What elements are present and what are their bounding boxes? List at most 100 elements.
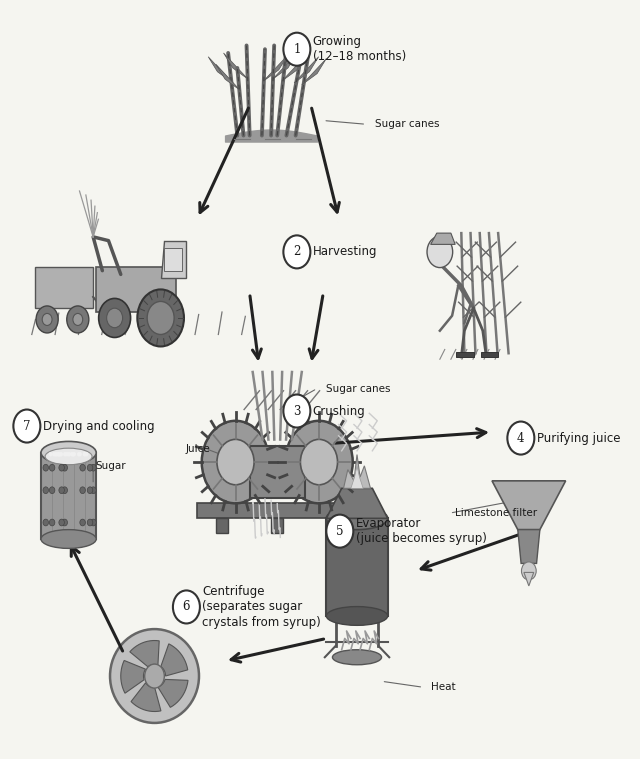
- Circle shape: [62, 487, 67, 493]
- Polygon shape: [456, 351, 474, 357]
- Polygon shape: [518, 530, 540, 563]
- Circle shape: [60, 452, 63, 456]
- Text: 6: 6: [182, 600, 190, 613]
- Polygon shape: [282, 55, 307, 81]
- Text: 1: 1: [293, 43, 301, 55]
- Ellipse shape: [110, 629, 199, 723]
- Polygon shape: [524, 572, 534, 586]
- Text: Crushing: Crushing: [313, 405, 365, 417]
- Circle shape: [508, 421, 534, 455]
- Polygon shape: [326, 518, 339, 534]
- Polygon shape: [198, 503, 357, 518]
- Circle shape: [67, 452, 70, 456]
- Ellipse shape: [45, 448, 92, 465]
- Circle shape: [173, 591, 200, 623]
- Polygon shape: [158, 679, 188, 707]
- Text: Centrifuge
(separates sugar
crystals from syrup): Centrifuge (separates sugar crystals fro…: [202, 585, 321, 629]
- Circle shape: [83, 452, 86, 456]
- Circle shape: [52, 452, 56, 456]
- Polygon shape: [344, 455, 371, 488]
- Text: 4: 4: [517, 432, 525, 445]
- Text: Sugar canes: Sugar canes: [326, 383, 391, 393]
- Circle shape: [68, 452, 71, 456]
- Circle shape: [217, 439, 254, 485]
- Circle shape: [284, 235, 310, 269]
- Circle shape: [87, 487, 93, 493]
- Circle shape: [70, 452, 74, 456]
- Circle shape: [78, 452, 82, 456]
- Polygon shape: [250, 446, 305, 498]
- Text: 3: 3: [293, 405, 301, 417]
- Circle shape: [67, 306, 89, 333]
- Circle shape: [87, 519, 93, 526]
- Text: 7: 7: [23, 420, 31, 433]
- Polygon shape: [302, 58, 326, 85]
- Circle shape: [87, 465, 93, 471]
- Text: 2: 2: [293, 245, 301, 258]
- Circle shape: [59, 487, 65, 493]
- Circle shape: [13, 410, 40, 442]
- Circle shape: [91, 487, 96, 493]
- Polygon shape: [208, 57, 233, 83]
- Polygon shape: [35, 267, 93, 308]
- Text: Evaporator
(juice becomes syrup): Evaporator (juice becomes syrup): [356, 517, 486, 546]
- Circle shape: [49, 487, 55, 493]
- Circle shape: [49, 465, 55, 471]
- Circle shape: [427, 236, 452, 268]
- Ellipse shape: [332, 650, 381, 665]
- Polygon shape: [96, 267, 176, 312]
- Polygon shape: [264, 55, 288, 81]
- Polygon shape: [492, 481, 566, 530]
- Circle shape: [58, 452, 61, 456]
- Polygon shape: [216, 518, 228, 534]
- Circle shape: [57, 452, 60, 456]
- Circle shape: [84, 452, 88, 456]
- Polygon shape: [273, 53, 297, 79]
- Circle shape: [59, 519, 65, 526]
- Circle shape: [58, 452, 61, 456]
- Circle shape: [99, 298, 131, 338]
- Circle shape: [36, 306, 58, 333]
- Circle shape: [91, 519, 96, 526]
- Polygon shape: [131, 683, 161, 711]
- Text: Sugar: Sugar: [95, 461, 125, 471]
- Text: Growing
(12–18 months): Growing (12–18 months): [313, 35, 406, 64]
- Text: Drying and cooling: Drying and cooling: [43, 420, 154, 433]
- Text: Purifying juice: Purifying juice: [537, 432, 620, 445]
- Text: Harvesting: Harvesting: [313, 245, 378, 258]
- Text: Sugar canes: Sugar canes: [376, 119, 440, 129]
- Polygon shape: [216, 65, 241, 90]
- Circle shape: [73, 313, 83, 326]
- Polygon shape: [121, 660, 145, 693]
- Text: Heat: Heat: [431, 682, 455, 692]
- Circle shape: [57, 452, 61, 456]
- Circle shape: [49, 519, 55, 526]
- Circle shape: [72, 452, 76, 456]
- Circle shape: [77, 452, 81, 456]
- Circle shape: [42, 313, 52, 326]
- Circle shape: [54, 452, 58, 456]
- Circle shape: [49, 452, 52, 456]
- Circle shape: [91, 465, 96, 471]
- Circle shape: [64, 452, 68, 456]
- Polygon shape: [223, 53, 248, 79]
- Circle shape: [202, 420, 269, 503]
- Polygon shape: [130, 641, 159, 666]
- Circle shape: [284, 33, 310, 66]
- Polygon shape: [271, 518, 284, 534]
- Circle shape: [300, 439, 337, 485]
- Ellipse shape: [41, 530, 96, 549]
- Circle shape: [71, 452, 75, 456]
- Circle shape: [522, 562, 536, 580]
- Polygon shape: [41, 452, 96, 539]
- Circle shape: [56, 452, 60, 456]
- Circle shape: [58, 452, 61, 456]
- Polygon shape: [294, 57, 319, 83]
- Circle shape: [83, 452, 87, 456]
- Ellipse shape: [41, 442, 96, 464]
- Polygon shape: [351, 466, 363, 488]
- Polygon shape: [326, 518, 388, 616]
- Circle shape: [63, 452, 67, 456]
- Circle shape: [55, 452, 58, 456]
- Text: 5: 5: [336, 524, 344, 537]
